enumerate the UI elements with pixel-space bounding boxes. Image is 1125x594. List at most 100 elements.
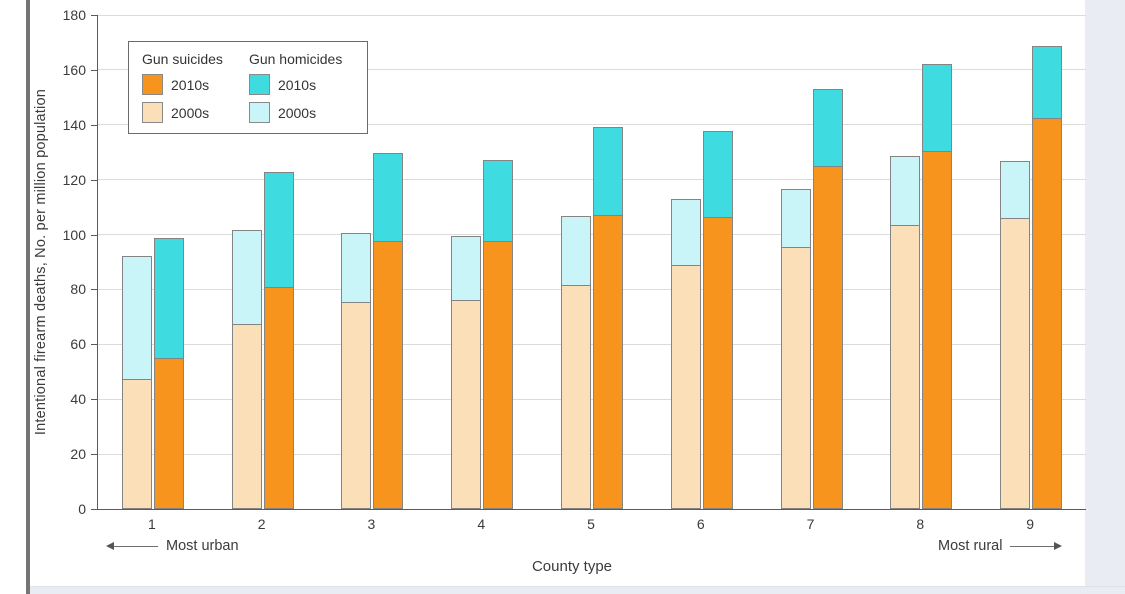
grid-line xyxy=(98,288,1086,290)
y-axis-tick xyxy=(91,344,97,346)
x-axis-tick-label: 4 xyxy=(477,516,486,532)
bar-2010s-county-5 xyxy=(593,127,623,509)
legend-item-label: 2010s xyxy=(277,76,317,93)
segment-gun-suicides-2000s xyxy=(451,300,482,509)
legend-swatch-suicides-2010s-icon xyxy=(142,74,163,95)
grid-line xyxy=(98,398,1086,400)
bar-2010s-county-2 xyxy=(263,172,294,509)
x-axis-title: County type xyxy=(531,558,613,575)
x-axis-tick-label: 3 xyxy=(367,516,376,532)
y-axis-tick xyxy=(91,124,97,126)
segment-gun-homicides-2000s xyxy=(1000,161,1031,220)
window-divider xyxy=(26,0,30,594)
grid-line xyxy=(98,14,1086,16)
x-axis-tick-label: 2 xyxy=(257,516,266,532)
bar-2010s-county-7 xyxy=(812,88,843,509)
segment-gun-suicides-2000s xyxy=(231,323,262,509)
segment-gun-suicides-2000s xyxy=(890,224,921,509)
segment-gun-suicides-2010s xyxy=(702,216,733,509)
grid-line xyxy=(98,453,1086,455)
segment-gun-homicides-2000s xyxy=(561,216,591,287)
y-axis-tick-label: 140 xyxy=(62,116,86,133)
bar-2000s-county-8 xyxy=(890,155,921,509)
segment-gun-homicides-2000s xyxy=(231,230,262,325)
segment-gun-homicides-2010s xyxy=(153,238,184,360)
legend-swatch-homicides-2000s-icon xyxy=(248,102,270,123)
bar-2000s-county-3 xyxy=(341,232,372,509)
legend-item-label: 2010s xyxy=(171,76,210,93)
y-axis-tick xyxy=(91,509,97,510)
y-axis-tick-label: 100 xyxy=(62,226,86,243)
x-axis-tick-label: 9 xyxy=(1026,516,1034,532)
y-axis-tick-label: 160 xyxy=(62,61,86,78)
y-axis-tick-label: 20 xyxy=(70,446,86,463)
segment-gun-homicides-2010s xyxy=(1032,46,1063,119)
segment-gun-suicides-2010s xyxy=(922,150,953,509)
bar-2000s-county-1 xyxy=(121,256,152,509)
chart-legend: Gun suicides 2010s 2000s Gun homicides 2… xyxy=(128,41,368,134)
y-axis-tick xyxy=(91,454,97,456)
segment-gun-suicides-2010s xyxy=(373,241,404,509)
legend-item-label: 2000s xyxy=(277,104,317,121)
plot-area xyxy=(97,14,1086,510)
y-axis-tick-label: 0 xyxy=(78,501,86,517)
bar-2010s-county-8 xyxy=(922,64,953,509)
x-axis-tick-label: 6 xyxy=(696,516,705,532)
legend-item-suicides-2000s: 2000s xyxy=(142,102,223,123)
bar-2010s-county-9 xyxy=(1032,46,1063,509)
segment-gun-suicides-2010s xyxy=(263,286,294,509)
legend-group-gun-homicides: Gun homicides 2010s 2000s xyxy=(248,51,343,133)
segment-gun-homicides-2000s xyxy=(121,256,152,380)
grid-line xyxy=(98,179,1086,181)
segment-gun-homicides-2000s xyxy=(780,188,811,248)
y-axis-tick-label: 40 xyxy=(70,391,86,408)
y-axis-tick-label: 80 xyxy=(70,281,86,298)
segment-gun-suicides-2000s xyxy=(780,246,811,509)
segment-gun-homicides-2000s xyxy=(451,235,482,302)
bar-2000s-county-7 xyxy=(780,188,811,509)
segment-gun-suicides-2000s xyxy=(341,301,372,509)
legend-item-homicides-2000s: 2000s xyxy=(248,102,342,123)
grid-line xyxy=(98,343,1086,345)
grid-line xyxy=(98,69,1086,71)
y-axis-tick-label: 60 xyxy=(70,336,86,353)
x-axis-tick-label: 5 xyxy=(587,516,595,532)
y-axis-tick xyxy=(91,69,97,71)
bar-2010s-county-4 xyxy=(483,160,514,509)
x-axis-tick-label: 8 xyxy=(916,516,925,532)
page-margin-right xyxy=(1085,0,1125,594)
y-axis-title-wrap: Intentional firearm deaths, No. per mill… xyxy=(30,15,52,509)
bar-2000s-county-4 xyxy=(451,235,482,509)
bar-2000s-county-9 xyxy=(1000,161,1031,509)
segment-gun-suicides-2000s xyxy=(121,378,152,509)
x-axis-tick-label: 7 xyxy=(806,516,815,532)
y-axis-tick-label: 180 xyxy=(62,7,86,23)
y-axis-tick xyxy=(91,15,97,16)
most-urban-annotation: Most urban xyxy=(106,538,239,554)
segment-gun-homicides-2010s xyxy=(593,127,623,217)
y-axis-tick xyxy=(91,234,97,236)
segment-gun-homicides-2000s xyxy=(890,155,921,226)
segment-gun-homicides-2000s xyxy=(341,232,372,303)
segment-gun-homicides-2010s xyxy=(483,160,514,243)
y-axis-tick xyxy=(91,179,97,181)
legend-group-title: Gun suicides xyxy=(142,51,223,67)
bar-2000s-county-2 xyxy=(231,230,262,509)
left-arrow-icon xyxy=(106,542,114,550)
segment-gun-suicides-2010s xyxy=(593,215,623,509)
y-axis-title: Intentional firearm deaths, No. per mill… xyxy=(33,88,49,436)
legend-item-homicides-2010s: 2010s xyxy=(248,74,342,95)
bar-2000s-county-6 xyxy=(670,198,701,509)
legend-swatch-homicides-2010s-icon xyxy=(248,74,270,95)
arrow-line xyxy=(1010,545,1055,547)
segment-gun-suicides-2000s xyxy=(561,285,591,509)
bar-2010s-county-6 xyxy=(702,131,733,509)
segment-gun-homicides-2000s xyxy=(670,198,701,266)
segment-gun-homicides-2010s xyxy=(263,172,294,288)
legend-group-title: Gun homicides xyxy=(248,51,343,67)
y-axis-tick xyxy=(91,399,97,401)
segment-gun-homicides-2010s xyxy=(702,131,733,218)
y-axis-tick xyxy=(91,289,97,291)
legend-item-suicides-2010s: 2010s xyxy=(142,74,223,95)
grid-line xyxy=(98,234,1086,236)
